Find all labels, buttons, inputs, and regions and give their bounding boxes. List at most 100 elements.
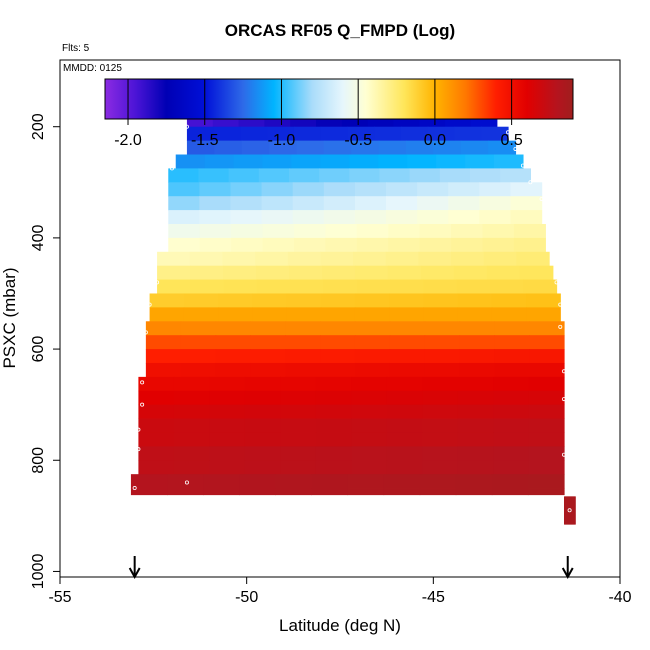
heatmap-cell xyxy=(199,237,232,253)
heatmap-cell xyxy=(255,251,289,267)
heatmap-cell xyxy=(209,446,246,461)
x-tick-label: -40 xyxy=(608,589,631,606)
heatmap-cell xyxy=(386,418,423,433)
track-point xyxy=(528,180,533,185)
heatmap-cell xyxy=(455,474,493,489)
heatmap-cell xyxy=(483,251,517,267)
heatmap-cell xyxy=(168,196,200,211)
heatmap-cell xyxy=(209,418,246,433)
heatmap-cell xyxy=(240,126,268,142)
heatmap-cell xyxy=(448,196,480,211)
plot-frame xyxy=(59,59,621,578)
heatmap-cell xyxy=(321,265,356,280)
heatmap-cell xyxy=(275,474,312,489)
heatmap-cell xyxy=(311,488,349,496)
heatmap-cell xyxy=(168,210,200,225)
heatmap-cell xyxy=(244,446,281,461)
heatmap-cell xyxy=(157,265,191,280)
heatmap-cell xyxy=(233,154,264,169)
heatmap-cell xyxy=(286,293,322,308)
heatmap-cell xyxy=(250,321,286,336)
heatmap-cell xyxy=(493,432,530,447)
heatmap-cell xyxy=(351,418,388,433)
heatmap-cell xyxy=(349,168,381,183)
heatmap-cell xyxy=(422,418,459,433)
heatmap-cell xyxy=(323,196,356,211)
heatmap-cell xyxy=(199,223,232,239)
heatmap-cell xyxy=(351,460,388,475)
heatmap-cell xyxy=(494,362,530,378)
heatmap-cell xyxy=(320,251,354,267)
heatmap-cell xyxy=(285,335,321,350)
heatmap-cell xyxy=(323,140,352,155)
heatmap-cell xyxy=(351,390,388,406)
heatmap-cell xyxy=(422,446,459,461)
heatmap-cell xyxy=(528,432,565,447)
heatmap-cell xyxy=(386,432,423,447)
heatmap-cell xyxy=(323,210,356,225)
heatmap-cell xyxy=(218,293,253,308)
heatmap-cell xyxy=(244,404,281,419)
heatmap-cell xyxy=(145,349,182,364)
heatmap-cell xyxy=(389,293,424,308)
heatmap-cell xyxy=(190,279,225,294)
heatmap-cell xyxy=(481,126,509,142)
heatmap-cell xyxy=(459,349,495,364)
heatmap-cell xyxy=(482,237,515,253)
heatmap-cell xyxy=(383,488,421,496)
colorbar xyxy=(104,78,574,120)
heatmap-cell xyxy=(451,237,484,253)
heatmap-cell xyxy=(354,265,389,280)
heatmap-cell xyxy=(459,335,495,350)
heatmap-cell xyxy=(386,446,423,461)
heatmap-cell xyxy=(203,474,240,489)
heatmap-cell xyxy=(424,335,461,350)
heatmap-cell xyxy=(199,196,232,211)
heatmap-cell xyxy=(250,362,286,378)
heatmap-cell xyxy=(491,474,529,489)
heatmap-cell xyxy=(267,126,295,142)
heatmap-cell xyxy=(287,251,321,267)
heatmap-cell xyxy=(323,279,358,294)
heatmap-cell xyxy=(168,237,201,253)
heatmap-cell xyxy=(389,335,426,350)
heatmap-cell xyxy=(482,223,515,239)
heatmap-cell xyxy=(291,154,321,169)
heatmap-cells xyxy=(130,112,576,525)
heatmap-cell xyxy=(285,349,321,364)
heatmap-cell xyxy=(256,265,290,280)
heatmap-cell xyxy=(183,307,219,322)
mmdd-note: MMDD: 0125 xyxy=(63,63,122,74)
heatmap-cell xyxy=(325,223,358,239)
y-tick-label: 800 xyxy=(30,447,47,474)
heatmap-cell xyxy=(190,265,224,280)
heatmap-cell xyxy=(422,432,459,447)
heatmap-cell xyxy=(280,418,317,433)
colorbar-ticks: -2.0 -1.5 -1.0 -0.5 0.0 0.5 xyxy=(114,79,523,149)
heatmap-cell xyxy=(292,210,325,225)
heatmap-cell xyxy=(189,251,223,267)
track-point xyxy=(162,196,167,201)
heatmap-cell xyxy=(386,390,423,406)
heatmap-cell xyxy=(494,321,530,336)
heatmap-cell xyxy=(470,168,501,183)
heatmap-cell xyxy=(510,182,543,197)
heatmap-cell xyxy=(459,362,495,378)
heatmap-cell xyxy=(215,349,251,364)
heatmap-cell xyxy=(457,376,494,392)
heatmap-cell xyxy=(230,210,263,225)
heatmap-cell xyxy=(168,182,200,197)
heatmap-cell xyxy=(218,307,253,322)
heatmap-cell xyxy=(145,362,182,378)
heatmap-cell xyxy=(527,474,565,489)
x-tick-label: -45 xyxy=(422,589,445,606)
heatmap-cell xyxy=(320,154,350,169)
heatmap-cell xyxy=(250,335,286,350)
heatmap-cell xyxy=(422,404,459,419)
heatmap-cell xyxy=(565,496,568,525)
y-axis-label: PSXC (mbar) xyxy=(0,267,19,368)
heatmap-cell xyxy=(209,432,246,447)
heatmap-cell xyxy=(256,279,291,294)
heatmap-cell xyxy=(356,223,389,239)
